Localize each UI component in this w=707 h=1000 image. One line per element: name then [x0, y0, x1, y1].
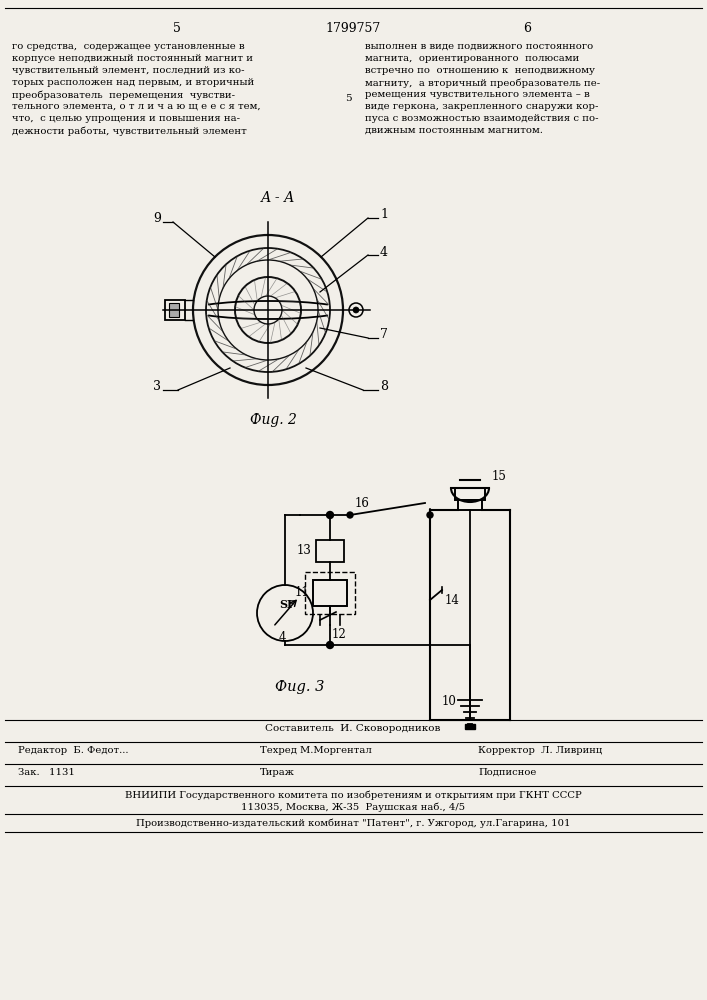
Bar	[465, 724, 475, 729]
Text: чувствительный элемент, последний из ко-: чувствительный элемент, последний из ко-	[12, 66, 245, 75]
Text: 11: 11	[294, 586, 309, 599]
Text: дежности работы, чувствительный элемент: дежности работы, чувствительный элемент	[12, 126, 247, 135]
Text: ремещения чувствительного элемента – в: ремещения чувствительного элемента – в	[365, 90, 590, 99]
Text: 4: 4	[380, 245, 388, 258]
Text: Тираж: Тираж	[260, 768, 295, 777]
Text: 10: 10	[442, 695, 457, 708]
Text: корпусе неподвижный постоянный магнит и: корпусе неподвижный постоянный магнит и	[12, 54, 253, 63]
Text: 13: 13	[297, 544, 312, 558]
Text: SF: SF	[279, 599, 295, 610]
Text: 14: 14	[445, 593, 460, 606]
Text: магниту,  а вторичный преобразователь пе-: магниту, а вторичный преобразователь пе-	[365, 78, 600, 88]
Text: 15: 15	[492, 470, 507, 483]
Text: 8: 8	[380, 380, 388, 393]
Text: что,  с целью упрощения и повышения на-: что, с целью упрощения и повышения на-	[12, 114, 240, 123]
Text: 16: 16	[355, 497, 370, 510]
Text: А - А: А - А	[261, 191, 296, 205]
Text: 6: 6	[523, 22, 531, 35]
Text: Техред М.Моргентал: Техред М.Моргентал	[260, 746, 372, 755]
Text: Производственно-издательский комбинат "Патент", г. Ужгород, ул.Гагарина, 101: Производственно-издательский комбинат "П…	[136, 818, 571, 828]
Text: 1799757: 1799757	[325, 22, 380, 35]
Text: магнита,  ориентированного  полюсами: магнита, ориентированного полюсами	[365, 54, 579, 63]
Text: 12: 12	[332, 628, 346, 641]
Text: выполнен в виде подвижного постоянного: выполнен в виде подвижного постоянного	[365, 42, 593, 51]
Text: 113035, Москва, Ж-35  Раушская наб., 4/5: 113035, Москва, Ж-35 Раушская наб., 4/5	[241, 803, 465, 812]
Text: 3: 3	[153, 380, 161, 393]
Text: 5: 5	[173, 22, 181, 35]
Text: виде геркона, закрепленного снаружи кор-: виде геркона, закрепленного снаружи кор-	[365, 102, 598, 111]
Text: Составитель  И. Сковородников: Составитель И. Сковородников	[265, 724, 440, 733]
Bar	[169, 303, 179, 317]
Text: движным постоянным магнитом.: движным постоянным магнитом.	[365, 126, 543, 135]
Text: го средства,  содержащее установленные в: го средства, содержащее установленные в	[12, 42, 245, 51]
Bar	[313, 580, 347, 606]
Circle shape	[327, 642, 334, 648]
Text: 5: 5	[345, 94, 351, 103]
Text: Фиg. 3: Фиg. 3	[275, 680, 325, 694]
Text: Редактор  Б. Федот...: Редактор Б. Федот...	[18, 746, 129, 755]
Text: 1: 1	[380, 209, 388, 222]
Circle shape	[427, 512, 433, 518]
Text: встречно по  отношению к  неподвижному: встречно по отношению к неподвижному	[365, 66, 595, 75]
Text: пуса с возможностью взаимодействия с по-: пуса с возможностью взаимодействия с по-	[365, 114, 599, 123]
Text: преобразователь  перемещения  чувстви-: преобразователь перемещения чувстви-	[12, 90, 235, 100]
Text: Зак.   1131: Зак. 1131	[18, 768, 75, 777]
Bar	[165, 300, 185, 320]
Circle shape	[353, 307, 359, 313]
Bar	[316, 540, 344, 562]
Bar	[458, 500, 482, 510]
Text: Подписное: Подписное	[478, 768, 537, 777]
Text: 7: 7	[380, 328, 388, 342]
Bar	[455, 488, 485, 500]
Text: Корректор  Л. Ливринц: Корректор Л. Ливринц	[478, 746, 602, 755]
Circle shape	[327, 512, 334, 518]
Text: тельного элемента, о т л и ч а ю щ е е с я тем,: тельного элемента, о т л и ч а ю щ е е с…	[12, 102, 261, 111]
Text: торых расположен над первым, и вторичный: торых расположен над первым, и вторичный	[12, 78, 255, 87]
Text: 9: 9	[153, 213, 161, 226]
Text: 4: 4	[279, 631, 286, 644]
Text: ВНИИПИ Государственного комитета по изобретениям и открытиям при ГКНТ СССР: ВНИИПИ Государственного комитета по изоб…	[124, 790, 581, 800]
Circle shape	[347, 512, 353, 518]
Bar	[305, 572, 355, 614]
Text: Фиg. 2: Фиg. 2	[250, 413, 296, 427]
